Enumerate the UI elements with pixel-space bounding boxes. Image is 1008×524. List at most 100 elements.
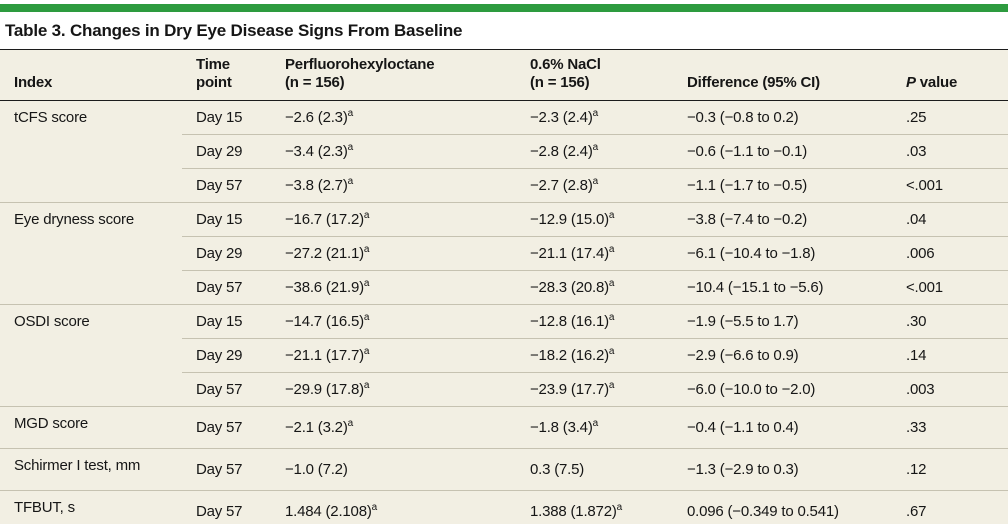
drug-value-cell: −2.1 (3.2)a [271,406,516,449]
difference-cell: −6.1 (−10.4 to −1.8) [673,236,892,271]
time-cell: Day 29 [182,338,271,373]
difference-cell: −0.4 (−1.1 to 0.4) [673,406,892,449]
nacl-value-cell: 0.3 (7.5) [516,448,673,491]
table-row: MGD score Day 57 −2.1 (3.2)a −1.8 (3.4)a… [0,406,1008,449]
footnote-marker: a [363,278,370,289]
footnote-marker: a [592,142,599,153]
footnote-marker: a [347,418,354,429]
col-header-drug-line1: Perfluorohexyloctane [285,56,435,73]
time-cell: Day 29 [182,134,271,169]
table-row: OSDI score Day 15 −14.7 (16.5)a −12.8 (1… [0,304,1008,407]
p-value-cell: .33 [892,406,1008,449]
col-header-time-line1: Time [196,56,230,73]
drug-value-cell: −1.0 (7.2) [271,448,516,491]
difference-cell: −1.1 (−1.7 to −0.5) [673,168,892,203]
nacl-value-cell: −12.9 (15.0)a [516,202,673,237]
index-cell: Eye dryness score [0,202,182,305]
col-header-nacl: 0.6% NaCl (n = 156) [516,49,673,101]
footnote-marker: a [592,108,599,119]
p-value-cell: .30 [892,304,1008,339]
footnote-marker: a [608,312,615,323]
footnote-marker: a [616,502,623,513]
time-cell: Day 29 [182,236,271,271]
table-row: Day 29 −27.2 (21.1)a −21.1 (17.4)a −6.1 … [0,236,1008,271]
col-header-time-line2: point [196,74,232,91]
time-cell: Day 57 [182,372,271,407]
difference-cell: 0.096 (−0.349 to 0.541) [673,490,892,524]
index-cell: Schirmer I test, mm [0,448,182,491]
footnote-marker: a [608,278,615,289]
drug-value-cell: −38.6 (21.9)a [271,270,516,305]
col-header-nacl-line2: (n = 156) [530,74,590,91]
p-value-cell: .14 [892,338,1008,373]
p-value-cell: <.001 [892,168,1008,203]
index-cell: OSDI score [0,304,182,407]
nacl-value-cell: −23.9 (17.7)a [516,372,673,407]
dry-eye-signs-table: Index Time point Perfluorohexyloctane (n… [0,49,1008,524]
footnote-marker: a [608,210,615,221]
footnote-marker: a [608,346,615,357]
nacl-value-cell: −2.7 (2.8)a [516,168,673,203]
col-header-perfluorohexyloctane: Perfluorohexyloctane (n = 156) [271,49,516,101]
p-value-italic: P [906,74,916,91]
footnote-marker: a [592,418,599,429]
difference-cell: −3.8 (−7.4 to −0.2) [673,202,892,237]
p-value-cell: .25 [906,109,927,126]
footnote-marker: a [592,176,599,187]
col-header-drug-line2: (n = 156) [285,74,345,91]
difference-cell: −6.0 (−10.0 to −2.0) [673,372,892,407]
nacl-value-cell: −2.8 (2.4)a [516,134,673,169]
time-cell: Day 57 [182,270,271,305]
footnote-marker: a [347,108,354,119]
footnote-marker: a [363,312,370,323]
footnote-marker: a [371,502,378,513]
table-row: Day 57 −29.9 (17.8)a −23.9 (17.7)a −6.0 … [0,372,1008,407]
table-row: Day 57 −38.6 (21.9)a −28.3 (20.8)a −10.4… [0,270,1008,305]
footnote-marker: a [363,244,370,255]
header-row: Index Time point Perfluorohexyloctane (n… [0,49,1008,101]
p-value-cell: .67 [892,490,1008,524]
difference-cell: −0.6 (−1.1 to −0.1) [673,134,892,169]
accent-bar [0,4,1008,12]
drug-value-cell: −3.8 (2.7)a [271,168,516,203]
p-value-cell: .12 [892,448,1008,491]
col-header-p-value: P value [892,49,1008,101]
nacl-value-cell: −21.1 (17.4)a [516,236,673,271]
nacl-value-cell: −18.2 (16.2)a [516,338,673,373]
time-cell: Day 57 [182,168,271,203]
drug-value-cell: −14.7 (16.5)a [271,304,516,339]
footnote-marker: a [363,346,370,357]
difference-cell: −1.3 (−2.9 to 0.3) [673,448,892,491]
drug-value-cell: −2.6 (2.3)a [285,108,354,127]
time-cell: Day 15 [182,304,271,339]
col-header-difference: Difference (95% CI) [673,49,892,101]
p-value-cell: <.001 [892,270,1008,305]
table-row: tCFS score Day 15 −2.6 (2.3)a −2.3 (2.4)… [0,101,1008,135]
footnote-marker: a [363,210,370,221]
footnote-marker: a [347,142,354,153]
col-header-index: Index [0,49,182,101]
difference-cell: −1.9 (−5.5 to 1.7) [673,304,892,339]
nacl-value-cell: −1.8 (3.4)a [516,406,673,449]
time-cell: Day 15 [196,109,243,126]
index-cell: MGD score [0,406,182,449]
drug-value-cell: −27.2 (21.1)a [271,236,516,271]
nacl-value-cell: −12.8 (16.1)a [516,304,673,339]
table-row: Day 29 −3.4 (2.3)a −2.8 (2.4)a −0.6 (−1.… [0,134,1008,169]
p-value-cell: .003 [892,372,1008,407]
footnote-marker: a [347,176,354,187]
table-row: TFBUT, s Day 57 1.484 (2.108)a 1.388 (1.… [0,490,1008,524]
difference-cell: −2.9 (−6.6 to 0.9) [673,338,892,373]
col-header-nacl-line1: 0.6% NaCl [530,56,601,73]
p-value-cell: .04 [892,202,1008,237]
index-cell: TFBUT, s [0,490,182,524]
table-title: Table 3. Changes in Dry Eye Disease Sign… [5,21,463,40]
index-cell: tCFS score [14,109,88,126]
nacl-value-cell: 1.388 (1.872)a [516,490,673,524]
difference-cell: −0.3 (−0.8 to 0.2) [687,109,799,126]
p-value-rest: value [915,74,958,91]
time-cell: Day 57 [182,448,271,491]
time-cell: Day 57 [182,490,271,524]
footnote-marker: a [363,380,370,391]
